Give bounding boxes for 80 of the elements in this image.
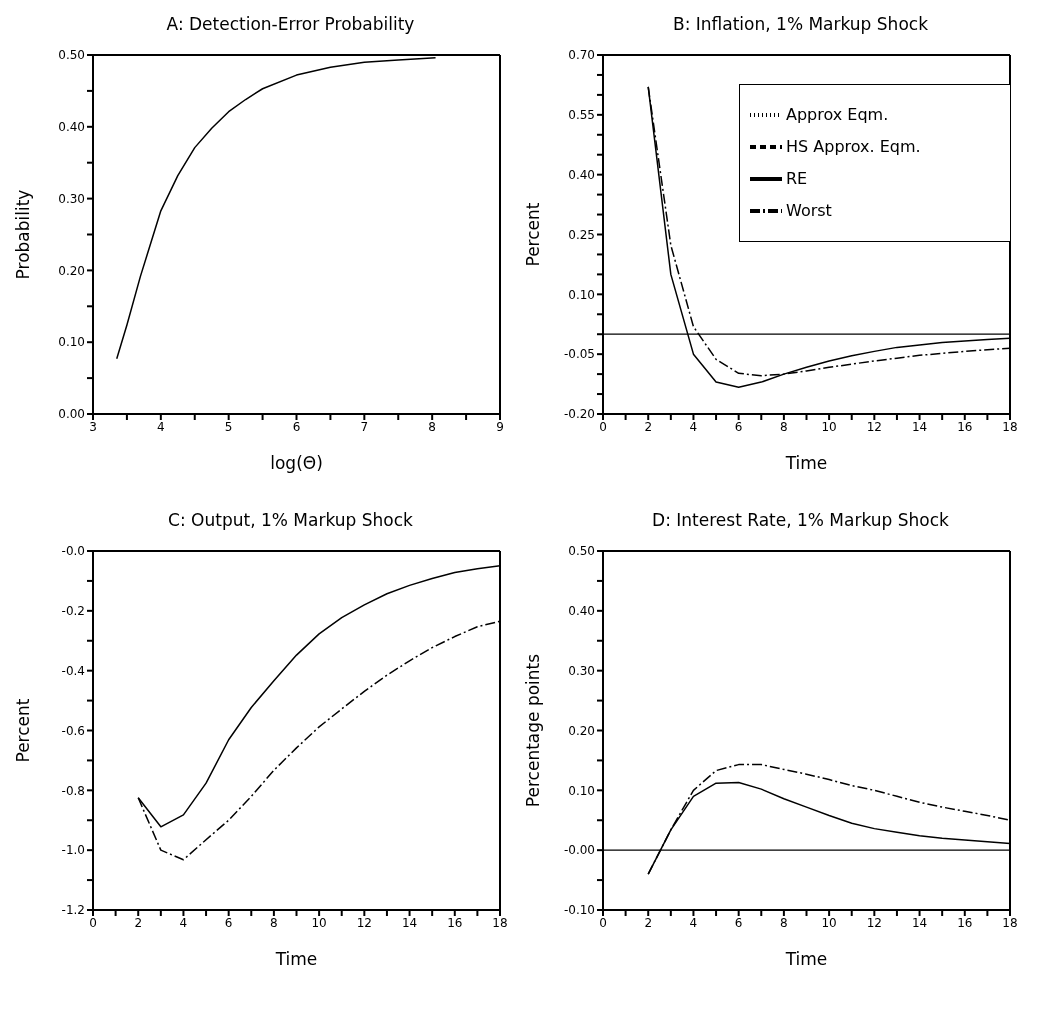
y-tick-label: 0.50 — [568, 544, 595, 559]
y-tick-label: -0.05 — [563, 347, 595, 362]
x-tick-label: 16 — [957, 915, 973, 930]
y-tick-label: -0.8 — [61, 783, 85, 798]
y-tick-label: 0.55 — [568, 108, 595, 123]
y-tick-label: 0.40 — [58, 120, 85, 135]
y-tick-label: 0.70 — [568, 48, 595, 63]
x-tick-label: 12 — [866, 419, 882, 434]
x-tick-label: 16 — [447, 915, 463, 930]
legend-label: Approx Eqm. — [786, 104, 889, 124]
x-tick-label: 18 — [1002, 419, 1018, 434]
y-tick-label: -0.0 — [61, 544, 85, 559]
x-tick-label: 8 — [428, 419, 436, 434]
x-tick-label: 14 — [911, 915, 928, 930]
y-tick-label: 0.20 — [58, 263, 85, 278]
x-tick-label: 18 — [492, 915, 508, 930]
x-tick-label: 4 — [689, 915, 698, 930]
y-tick-label: 0.50 — [58, 48, 85, 63]
x-tick-label: 3 — [89, 419, 97, 434]
y-tick-label: -0.10 — [563, 903, 595, 918]
legend-label: Worst — [786, 200, 832, 220]
chart-title: B: Inflation, 1% Markup Shock — [672, 13, 929, 36]
y-tick-label: -1.0 — [61, 843, 85, 858]
x-tick-label: 4 — [179, 915, 188, 930]
y-axis-title: Probability — [13, 189, 34, 280]
x-tick-label: 12 — [356, 915, 372, 930]
y-tick-label: -0.2 — [61, 604, 85, 619]
chart-title: C: Output, 1% Markup Shock — [167, 509, 414, 532]
x-tick-label: 16 — [957, 419, 973, 434]
y-tick-label: -0.4 — [61, 663, 85, 678]
y-tick-label: 0.20 — [568, 723, 595, 738]
x-tick-label: 4 — [689, 419, 698, 434]
x-tick-label: 6 — [292, 419, 301, 434]
y-tick-label: 0.25 — [568, 227, 595, 242]
y-tick-label: 0.10 — [568, 287, 595, 302]
y-tick-label: 0.40 — [568, 167, 595, 182]
y-tick-label: -1.2 — [61, 903, 85, 918]
legend-label: HS Approx. Eqm. — [786, 136, 921, 156]
x-tick-label: 10 — [821, 915, 837, 930]
x-tick-label: 0 — [599, 915, 607, 930]
x-tick-label: 14 — [401, 915, 418, 930]
x-axis-title: Time — [784, 949, 828, 969]
x-tick-label: 18 — [1002, 915, 1018, 930]
x-axis-title: Time — [274, 949, 318, 969]
x-tick-label: 2 — [644, 419, 653, 434]
x-tick-label: 8 — [780, 419, 788, 434]
x-tick-label: 4 — [157, 419, 165, 434]
x-tick-label: 10 — [821, 419, 837, 434]
x-tick-label: 6 — [734, 419, 743, 434]
x-tick-label: 12 — [866, 915, 882, 930]
x-tick-label: 8 — [780, 915, 788, 930]
x-tick-label: 2 — [644, 915, 653, 930]
chart-title: D: Interest Rate, 1% Markup Shock — [651, 509, 950, 532]
y-tick-label: -0.00 — [563, 843, 595, 858]
x-tick-label: 14 — [911, 419, 928, 434]
x-tick-label: 2 — [134, 915, 143, 930]
y-axis-title: Percent — [523, 202, 544, 267]
x-axis-title: Time — [784, 453, 828, 473]
y-tick-label: 0.40 — [568, 604, 595, 619]
x-tick-label: 6 — [734, 915, 743, 930]
y-tick-label: -0.20 — [563, 407, 595, 422]
chart-title: A: Detection-Error Probability — [165, 13, 416, 36]
legend-label: RE — [786, 168, 808, 188]
x-tick-label: 0 — [89, 915, 97, 930]
x-tick-label: 10 — [311, 915, 327, 930]
x-tick-label: 7 — [360, 419, 369, 434]
y-tick-label: 0.30 — [58, 191, 85, 206]
x-axis-title: log(Θ) — [270, 453, 323, 473]
y-axis-title: Percentage points — [523, 653, 544, 808]
x-tick-label: 5 — [224, 419, 233, 434]
y-tick-label: 0.30 — [568, 663, 595, 678]
x-tick-label: 8 — [270, 915, 278, 930]
y-tick-label: 0.00 — [58, 407, 85, 422]
x-tick-label: 9 — [496, 419, 504, 434]
y-tick-label: -0.6 — [61, 723, 85, 738]
x-tick-label: 0 — [599, 419, 607, 434]
x-tick-label: 6 — [224, 915, 233, 930]
y-tick-label: 0.10 — [58, 335, 85, 350]
y-tick-label: 0.10 — [568, 783, 595, 798]
y-axis-title: Percent — [13, 698, 34, 763]
